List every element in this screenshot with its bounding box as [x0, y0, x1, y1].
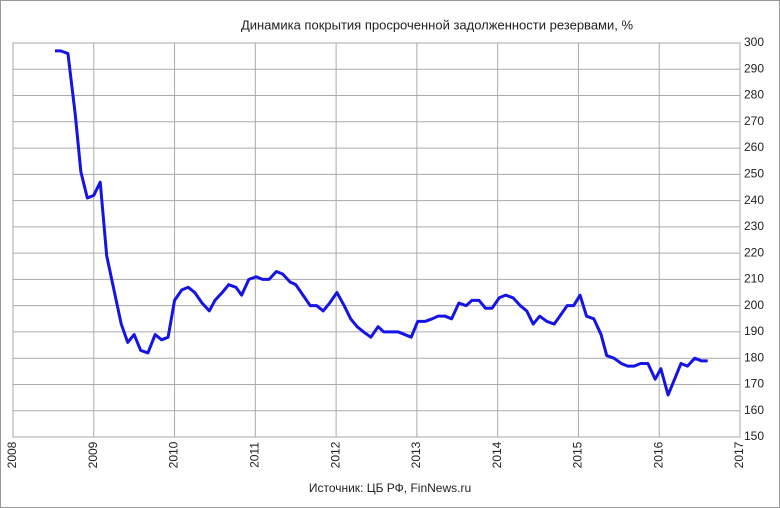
x-tick-label: 2012: [328, 441, 342, 468]
y-tick-label: 300: [744, 35, 764, 49]
data-line: [55, 49, 708, 397]
y-tick-label: 150: [744, 429, 764, 443]
y-tick-label: 210: [744, 272, 764, 286]
y-tick-label: 160: [744, 403, 764, 417]
y-tick-label: 190: [744, 324, 764, 338]
x-tick-label: 2011: [248, 442, 262, 468]
plot-area: [12, 42, 741, 438]
chart-title: Динамика покрытия просроченной задолженн…: [241, 17, 634, 32]
x-tick-label: 2015: [571, 441, 585, 468]
x-tick-label: 2017: [732, 441, 746, 468]
y-tick-label: 240: [744, 193, 764, 207]
x-tick-label: 2013: [409, 441, 423, 468]
y-tick-label: 290: [744, 61, 764, 75]
y-tick-label: 250: [744, 167, 764, 181]
y-tick-label: 180: [744, 350, 764, 364]
x-tick-label: 2014: [490, 441, 504, 468]
y-tick-label: 230: [744, 219, 764, 233]
source-note: Источник: ЦБ РФ, FinNews.ru: [309, 481, 471, 495]
x-tick-label: 2008: [5, 441, 19, 468]
y-tick-label: 280: [744, 88, 764, 102]
y-tick-label: 220: [744, 245, 764, 259]
x-tick-label: 2016: [651, 441, 665, 468]
y-tick-label: 270: [744, 114, 764, 128]
y-tick-label: 260: [744, 140, 764, 154]
x-tick-label: 2009: [86, 441, 100, 468]
y-tick-label: 170: [744, 377, 764, 391]
x-tick-label: 2010: [167, 441, 181, 468]
y-tick-label: 200: [744, 298, 764, 312]
